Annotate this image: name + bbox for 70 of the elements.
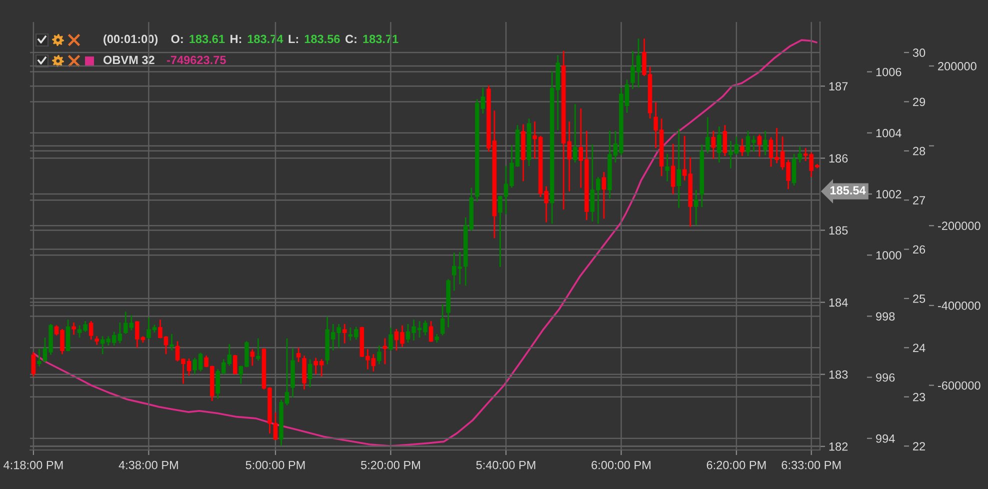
y-tick-label: 185 [829,226,848,235]
candlestick [388,328,393,351]
y3-tick-label: 29 [913,98,926,106]
y3-tick-label: 26 [913,245,926,254]
legend-label: OBVM 32 [103,56,154,64]
candlestick [757,134,762,157]
text: 185.54 [830,186,866,194]
y3-tick-label: 25 [913,294,926,303]
candlestick [308,359,312,388]
y-tick-label: 187 [829,82,848,91]
candlestick [428,321,434,342]
y-tick-label: -600000 [938,381,980,390]
x-tick-label: 6:20:00 PM [706,460,766,470]
y3-tick-label: 27 [913,196,926,204]
candlestick [170,334,174,351]
x-tick-label: 4:18:00 PM [4,460,63,470]
x-tick-label: 6:33:00 PM [782,460,841,470]
candlestick [670,144,676,194]
candlestick [342,324,347,344]
candlestick [440,304,445,336]
annotation: -749623.75 [166,56,226,64]
y-tick-label: -400000 [938,302,980,310]
text: (00:01:00) [104,34,158,46]
candlestick [250,349,255,366]
y3-tick-label: 24 [913,344,926,352]
x-tick-label: 6:00:00 PM [592,460,650,470]
y3-tick-label: 28 [913,146,926,156]
x-tick-label: 4:38:00 PM [118,460,178,470]
candlestick [88,321,94,340]
y2-tick-label: 1002 [876,190,902,198]
y2-tick-label: 1000 [876,251,902,260]
y3-tick-label: 23 [913,392,926,402]
candlestick [37,349,42,366]
y3-tick-label: 30 [912,48,926,57]
candlestick [676,128,681,208]
candlestick [296,348,301,362]
y-tick-label: 183 [829,370,848,379]
candlestick [94,336,99,345]
y2-tick-label: 998 [876,312,895,321]
y2-tick-label: 994 [876,434,895,443]
candlestick [72,322,76,335]
candlestick [665,154,670,182]
x-tick-label: 5:20:00 PM [360,460,420,470]
candlestick [602,172,606,219]
candlestick [717,126,722,162]
candlestick [232,354,238,374]
candlestick [763,130,768,156]
candlestick [711,130,716,159]
y-tick-label: -200000 [938,222,980,230]
candlestick [694,190,698,226]
annotation: O: 183.61 H: 183.74 L: 183.56 C: 183.71 [171,34,398,44]
candlestick [740,138,744,156]
candlestick [572,104,578,162]
y3-tick-label: 22 [913,442,926,450]
y-tick-label: 184 [829,298,848,307]
candlestick [256,338,260,361]
x-tick-label: 5:00:00 PM [246,460,305,470]
x-tick-label: 5:40:00 PM [476,460,536,470]
candlestick [722,125,728,156]
y2-tick-label: 996 [876,373,895,382]
candlestick [382,338,388,364]
y-tick-label: 186 [829,154,848,163]
y2-tick-label: 1004 [876,128,902,138]
y-tick-label: 182 [829,442,848,451]
y-tick-label: 200000 [938,62,976,70]
candlestick [66,320,70,352]
candlestick [31,352,36,376]
candlestick [705,117,710,154]
candlestick [377,346,382,364]
y2-tick-label: 1006 [876,68,902,76]
